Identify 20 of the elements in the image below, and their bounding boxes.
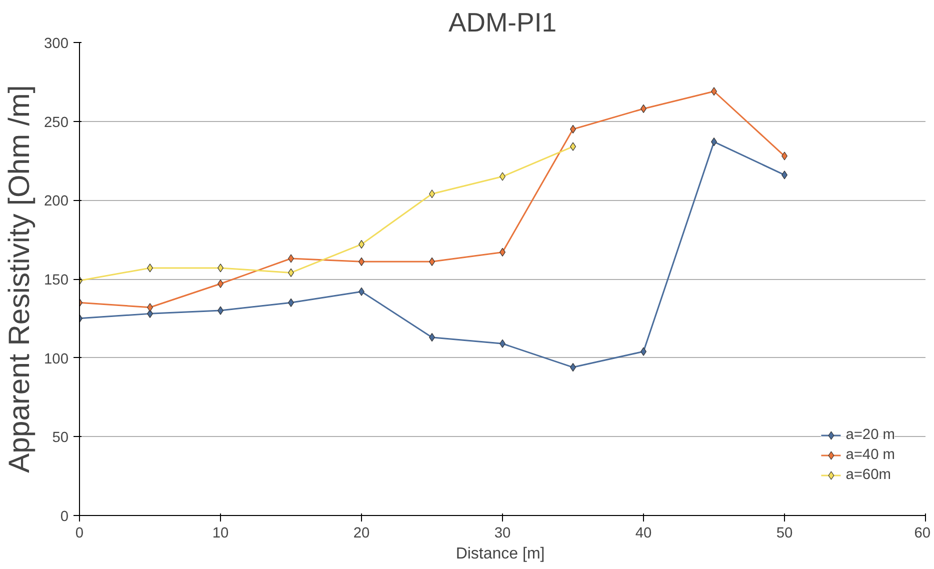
y-tick-label: 100 (44, 351, 69, 368)
x-tick-label: 60 (914, 526, 931, 542)
legend-label: a=60m (846, 467, 891, 483)
chart-title: ADM-PI1 (448, 8, 557, 38)
x-axis-title: Distance [m] (456, 546, 545, 562)
y-tick-label: 0 (60, 509, 69, 525)
y-axis-title: Apparent Resistivity [Ohm /m] (3, 85, 36, 473)
legend-label: a=40 m (846, 447, 895, 463)
y-tick-label: 50 (52, 430, 69, 446)
y-tick-label: 300 (44, 36, 69, 52)
y-tick-label: 150 (44, 272, 69, 288)
x-tick-label: 10 (212, 526, 229, 542)
x-tick-label: 50 (776, 526, 793, 542)
legend-label: a=20 m (846, 427, 895, 443)
x-tick-label: 30 (494, 526, 511, 542)
x-tick-label: 20 (353, 526, 370, 542)
y-tick-label: 200 (44, 194, 69, 210)
y-tick-label: 250 (44, 114, 69, 131)
x-tick-label: 0 (75, 526, 84, 542)
x-tick-label: 40 (635, 526, 652, 542)
